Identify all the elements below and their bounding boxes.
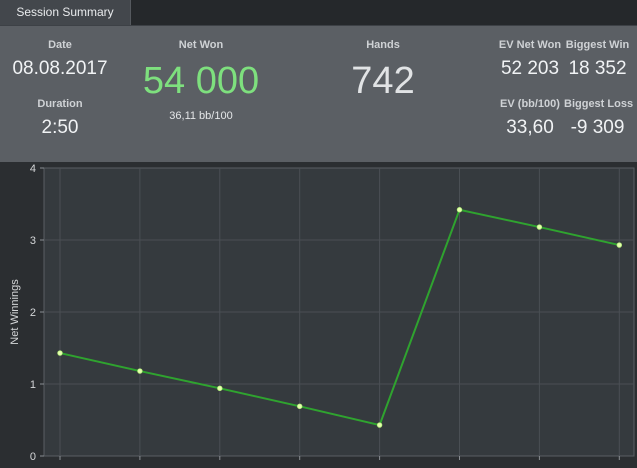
ev-net-won-label: EV Net Won	[498, 39, 562, 51]
date-value: 08.08.2017	[12, 58, 108, 79]
data-point	[616, 242, 622, 248]
y-tick-label: 3	[30, 235, 36, 247]
series-line	[59, 208, 620, 427]
y-tick-label: 0	[30, 451, 36, 463]
data-point	[456, 207, 463, 213]
hands-value: 742	[351, 60, 415, 102]
ev-bb-100-label: EV (bb/100)	[500, 98, 560, 110]
net-winnings-chart-svg: 0 1 2 3 4 Net Winnings	[9, 163, 635, 463]
net-won-bb-per-100: 36,11 bb/100	[169, 110, 233, 122]
data-point	[57, 350, 63, 356]
biggest-loss-label: Biggest Loss	[564, 98, 634, 110]
net-won-label: Net Won	[178, 39, 224, 51]
tab-session-summary[interactable]: Session Summary	[0, 0, 131, 25]
data-point	[217, 385, 223, 392]
biggest-loss-value: -9 309	[570, 117, 625, 138]
biggest-win-value: 18 352	[568, 58, 627, 79]
data-point	[137, 368, 143, 374]
net-won-value: 54 000	[142, 60, 260, 102]
biggest-win-label: Biggest Win	[565, 39, 630, 51]
data-point	[297, 403, 303, 410]
y-tick-label: 2	[30, 307, 36, 319]
hands-label: Hands	[366, 39, 400, 51]
session-summary-panel: Date 08.08.2017 Duration 2:50 Net Won 54…	[0, 26, 637, 163]
net-winnings-chart: 0 1 2 3 4 Net Winnings	[0, 162, 637, 463]
data-point	[376, 422, 383, 428]
date-label: Date	[48, 39, 72, 51]
y-tick-label: 4	[30, 163, 36, 175]
tab-bar: Session Summary	[0, 0, 637, 26]
y-axis-label: Net Winnings	[9, 279, 21, 345]
ev-bb-100-value: 33,60	[506, 117, 554, 138]
duration-label: Duration	[37, 98, 83, 110]
duration-value: 2:50	[41, 117, 79, 138]
data-point	[536, 224, 543, 230]
ev-net-won-value: 52 203	[500, 58, 560, 79]
y-tick-label: 1	[30, 379, 36, 391]
